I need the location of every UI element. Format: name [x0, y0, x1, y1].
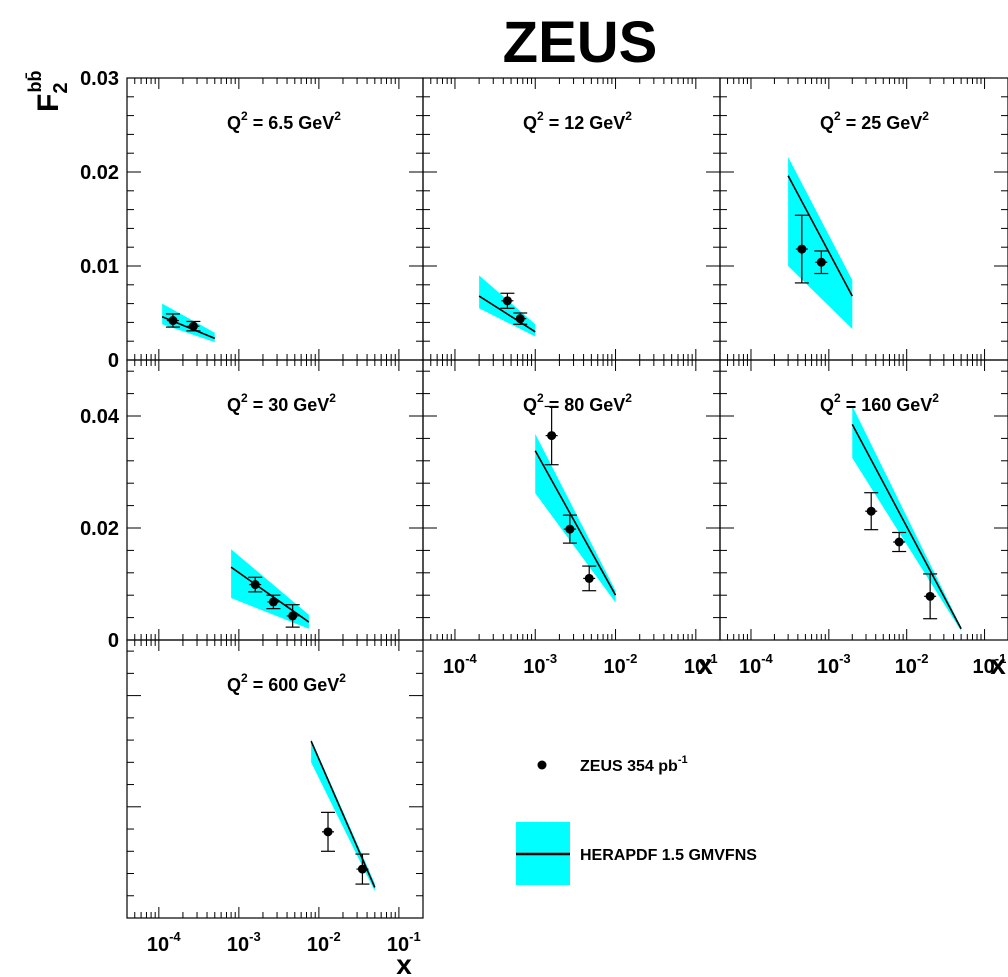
x-tick-label: 10-2: [895, 651, 929, 678]
x-tick-label: 10-3: [523, 651, 557, 678]
data-marker: [251, 580, 260, 589]
panel-label: Q2 = 12 GeV2: [523, 109, 632, 133]
x-tick-label: 10-3: [817, 651, 851, 678]
y-axis-title: F2 bb̄: [25, 71, 72, 112]
panel-5: Q2 = 80 GeV2: [423, 360, 720, 640]
data-marker: [926, 592, 935, 601]
panel-label: Q2 = 80 GeV2: [523, 391, 632, 415]
data-marker: [867, 507, 876, 516]
x-tick-label: 10-4: [739, 651, 774, 678]
x-tick-label: 10-2: [604, 651, 638, 678]
legend-theory-label: HERAPDF 1.5 GMVFNS: [580, 847, 757, 864]
uncertainty-band: [788, 157, 852, 329]
y-tick-label: 0.04: [80, 406, 120, 428]
x-axis-title-middle: x: [697, 649, 713, 680]
uncertainty-band: [535, 434, 615, 603]
x-axis-title-bottom: x: [396, 949, 412, 977]
y-axis-title-sub: 2: [50, 83, 72, 94]
data-marker: [797, 245, 806, 254]
panel-7: Q2 = 600 GeV2: [127, 640, 423, 918]
panels: 0 0.01 0.02 0.03 Q2 = 6.5 GeV2 Q2 = 12 GeV2 Q2…: [80, 68, 1008, 918]
data-marker: [269, 597, 278, 606]
y-tick-label: 0.03: [80, 68, 119, 90]
theory-curve: [311, 741, 375, 887]
y-tick-label: 0: [108, 630, 119, 652]
data-marker: [324, 827, 333, 836]
panel-1: 0 0.01 0.02 0.03 Q2 = 6.5 GeV2: [80, 68, 423, 372]
y-axis-title-main: F: [32, 94, 65, 112]
data-point: [355, 854, 369, 884]
panel-2: Q2 = 12 GeV2: [423, 78, 720, 360]
data-point: [545, 406, 559, 464]
panel-label: Q2 = 600 GeV2: [227, 671, 346, 695]
x-tick-label: 10-4: [147, 929, 182, 956]
data-marker: [565, 525, 574, 534]
data-point: [864, 493, 878, 530]
x-tick-label: 10-3: [227, 929, 261, 956]
data-marker: [503, 296, 512, 305]
x-axis-title-right: x: [990, 649, 1006, 680]
data-marker: [516, 314, 525, 323]
panel-label: Q2 = 30 GeV2: [227, 391, 336, 415]
y-tick-label: 0.01: [80, 256, 119, 278]
x-tick-label: 10-2: [307, 929, 341, 956]
svg-text:F2bb̄: F2 bb̄: [25, 71, 72, 112]
legend-data-label: ZEUS 354 pb-1: [580, 754, 688, 775]
x-tick-labels: 10-4 10-3 10-2 10-1 10-4 10-3 10-2 10-110-4 10-3…: [147, 651, 1007, 956]
panel-4: 0 0.02 0.04 Q2 = 30 GeV2: [80, 360, 423, 652]
x-tick-label: 10-4: [443, 651, 478, 678]
panel-6: Q2 = 160 GeV2: [720, 360, 1008, 640]
y-axis-title-sup: bb̄: [25, 71, 45, 93]
uncertainty-band: [231, 549, 309, 629]
legend: ZEUS 354 pb-1 HERAPDF 1.5 GMVFNS: [516, 754, 757, 885]
data-marker: [168, 316, 177, 325]
data-marker: [585, 574, 594, 583]
data-marker: [547, 431, 556, 440]
panel-label: Q2 = 160 GeV2: [820, 391, 939, 415]
panel-label: Q2 = 25 GeV2: [820, 109, 929, 133]
figure-title: ZEUS: [503, 10, 658, 75]
data-point: [321, 812, 335, 851]
y-tick-label: 0.02: [80, 162, 119, 184]
data-marker: [189, 322, 198, 331]
data-marker: [358, 865, 367, 874]
data-marker: [817, 258, 826, 267]
panel-label: Q2 = 6.5 GeV2: [227, 109, 341, 133]
theory-curve: [535, 451, 615, 595]
y-tick-label: 0: [108, 350, 119, 372]
data-marker: [895, 538, 904, 547]
theory-curve: [852, 424, 961, 628]
legend-data-marker: [538, 761, 547, 770]
panel-3: Q2 = 25 GeV2: [720, 78, 1008, 360]
y-tick-label: 0.02: [80, 518, 119, 540]
data-marker: [288, 611, 297, 620]
